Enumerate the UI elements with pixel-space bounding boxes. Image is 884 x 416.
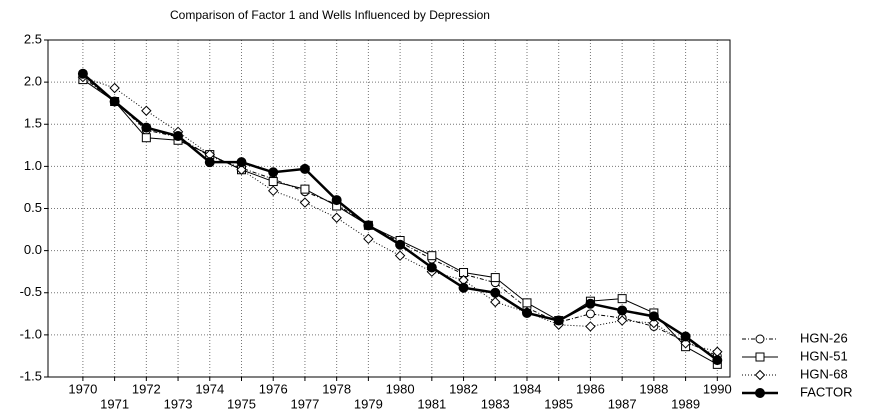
legend-label: HGN-68 bbox=[800, 366, 848, 381]
x-tick-label: 1985 bbox=[544, 396, 573, 411]
marker bbox=[236, 164, 247, 175]
marker bbox=[522, 298, 532, 308]
x-tick-label: 1973 bbox=[164, 396, 193, 411]
x-tick-label: 1978 bbox=[322, 381, 351, 396]
x-tick-label: 1974 bbox=[195, 381, 224, 396]
marker bbox=[490, 273, 500, 283]
y-tick-label: 1.5 bbox=[24, 116, 42, 131]
marker bbox=[585, 309, 595, 319]
marker bbox=[141, 133, 151, 143]
marker bbox=[173, 131, 184, 142]
marker bbox=[141, 105, 152, 116]
marker bbox=[394, 250, 406, 261]
x-tick-label: 1979 bbox=[354, 396, 383, 411]
y-tick-label: -1.0 bbox=[20, 326, 42, 341]
marker bbox=[268, 185, 279, 197]
marker bbox=[680, 331, 691, 342]
marker bbox=[363, 220, 374, 231]
x-tick-label: 1971 bbox=[100, 396, 129, 411]
marker bbox=[331, 195, 342, 206]
y-tick-label: 0.5 bbox=[24, 200, 42, 215]
legend-label: HGN-26 bbox=[800, 330, 848, 345]
x-tick-label: 1972 bbox=[132, 381, 161, 396]
y-tick-label: -0.5 bbox=[20, 284, 42, 299]
marker bbox=[300, 184, 310, 194]
x-tick-label: 1982 bbox=[449, 381, 478, 396]
marker bbox=[648, 317, 660, 329]
x-tick-label: 1989 bbox=[671, 396, 700, 411]
x-tick-label: 1988 bbox=[639, 381, 668, 396]
marker bbox=[648, 311, 659, 322]
x-tick-label: 1977 bbox=[290, 396, 319, 411]
marker bbox=[331, 212, 342, 223]
series-line bbox=[82, 76, 718, 353]
y-tick-label: 2.0 bbox=[24, 74, 42, 89]
marker bbox=[680, 338, 691, 349]
marker bbox=[521, 307, 532, 318]
marker bbox=[426, 262, 437, 273]
x-tick-label: 1990 bbox=[703, 381, 732, 396]
marker bbox=[363, 233, 374, 245]
marker bbox=[268, 177, 278, 187]
marker bbox=[141, 122, 152, 133]
legend-marker bbox=[754, 369, 766, 381]
marker bbox=[109, 82, 120, 94]
marker bbox=[553, 315, 564, 326]
marker bbox=[616, 315, 628, 326]
y-tick-label: 2.5 bbox=[24, 31, 42, 46]
marker bbox=[585, 298, 596, 309]
legend-marker bbox=[755, 334, 765, 344]
y-tick-label: -1.5 bbox=[20, 368, 42, 383]
marker bbox=[77, 68, 88, 79]
legend-label: FACTOR bbox=[800, 384, 853, 399]
marker bbox=[395, 239, 406, 250]
chart-title: Comparison of Factor 1 and Wells Influen… bbox=[170, 8, 490, 22]
marker bbox=[585, 321, 596, 332]
marker bbox=[109, 96, 120, 107]
legend-marker bbox=[755, 388, 765, 398]
x-tick-label: 1976 bbox=[259, 381, 288, 396]
marker bbox=[236, 157, 247, 168]
marker bbox=[617, 305, 628, 316]
x-tick-label: 1987 bbox=[608, 396, 637, 411]
marker bbox=[268, 167, 279, 178]
marker bbox=[427, 251, 437, 261]
x-tick-label: 1986 bbox=[576, 381, 605, 396]
y-tick-label: 1.0 bbox=[24, 158, 42, 173]
marker bbox=[617, 294, 627, 304]
x-tick-label: 1981 bbox=[417, 396, 446, 411]
x-tick-label: 1980 bbox=[386, 381, 415, 396]
x-tick-label: 1983 bbox=[481, 396, 510, 411]
legend-marker bbox=[755, 352, 765, 362]
marker bbox=[490, 287, 501, 298]
marker bbox=[299, 163, 310, 174]
x-tick-label: 1975 bbox=[227, 396, 256, 411]
x-tick-label: 1984 bbox=[513, 381, 542, 396]
legend-label: HGN-51 bbox=[800, 348, 848, 363]
x-tick-label: 1970 bbox=[68, 381, 97, 396]
marker bbox=[490, 296, 501, 308]
marker bbox=[458, 282, 469, 293]
marker bbox=[299, 197, 311, 208]
plot-frame bbox=[47, 39, 731, 378]
y-tick-label: 0.0 bbox=[24, 242, 42, 257]
marker bbox=[204, 157, 215, 168]
marker bbox=[712, 355, 723, 366]
